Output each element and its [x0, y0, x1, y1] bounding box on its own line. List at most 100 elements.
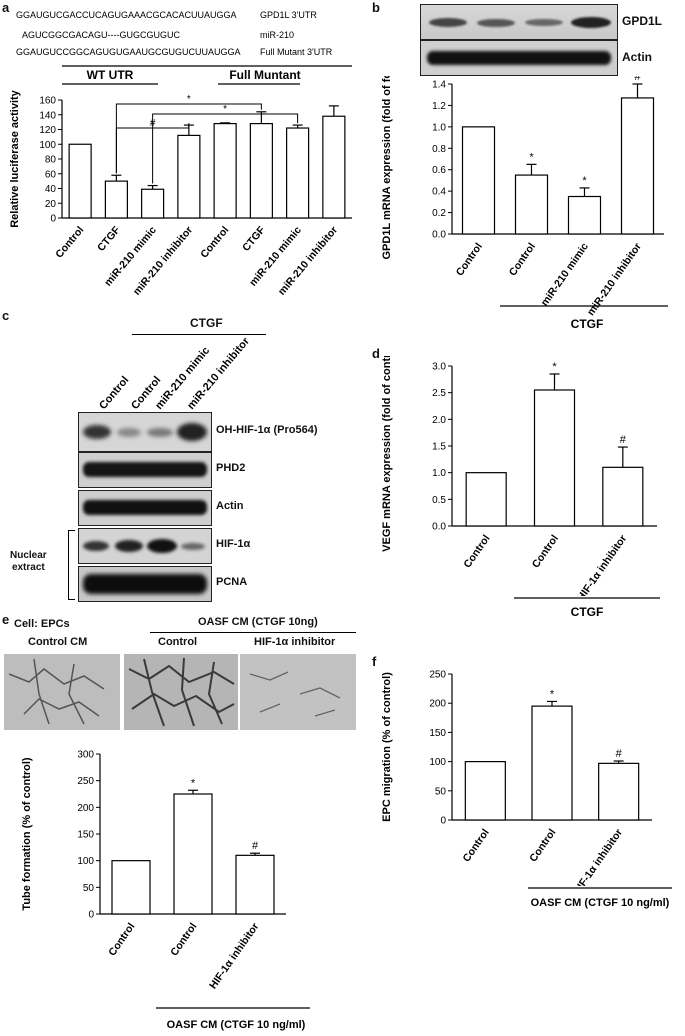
y-tick-label: 0.4 — [432, 187, 446, 198]
y-tick-label: 80 — [45, 155, 57, 166]
nuclear-label-line: extract — [11, 562, 45, 573]
y-axis-label: VEGF mRNA expression (fold of control) — [381, 356, 393, 552]
bar — [465, 472, 507, 527]
group-label-oasf-e: OASF CM (CTGF 10 ng/ml) — [167, 1019, 306, 1031]
bar — [249, 122, 273, 219]
blot-actin-c — [78, 490, 212, 526]
blot-pcna — [78, 566, 212, 602]
seq-mir210: AGUCGGCGACAGU----GUGCGUGUC — [22, 30, 180, 40]
y-tick-label: 50 — [435, 786, 447, 797]
bar — [235, 854, 275, 915]
x-tick-label: Control — [527, 827, 558, 865]
panel-f-group: OASF CM (CTGF 10 ng/ml) — [528, 887, 672, 909]
seq-gpd1l-utr-label: GPD1L 3'UTR — [260, 10, 317, 20]
x-tick-label: Control — [198, 224, 231, 260]
nuclear-label: Nuclear extract — [10, 550, 47, 574]
y-tick-label: 150 — [429, 728, 446, 739]
bar — [213, 122, 237, 219]
x-tick-label: Control — [168, 921, 199, 959]
bar — [104, 180, 128, 219]
band — [115, 540, 143, 552]
x-tick-label: Control — [507, 241, 538, 279]
band — [571, 17, 611, 28]
panel-a-groups: WT UTR Full Muntant — [62, 65, 352, 85]
y-axis-label: Relative luciferase activity — [9, 89, 21, 227]
bar — [598, 762, 640, 821]
y-axis-label: GPD1L mRNA expression (fold of fold) — [381, 76, 393, 260]
blot-label: PCNA — [216, 576, 248, 588]
bar — [111, 860, 151, 915]
x-tick-label: Control — [53, 224, 86, 260]
panel-a-sequences: GGAUGUCGACCUCAGUGAAACGCACACUUAUGGA GPD1L… — [16, 10, 333, 57]
chart-f: 0 50 100 150 200 250 EPC migration (% of contr… — [381, 670, 652, 886]
image-label: HIF-1α inhibitor — [254, 636, 336, 648]
x-tick-label: CTGF — [95, 224, 123, 254]
x-tick-label: Control — [461, 533, 492, 571]
x-tick-label: HIF-1α inhibitor — [575, 533, 629, 596]
panel-d-letter: d — [372, 346, 380, 361]
panel-c-blots: CTGF Control Control miR-210 mimic miR-2… — [0, 306, 318, 602]
oasf-header-line — [150, 632, 356, 633]
bar — [173, 793, 213, 915]
y-tick-label: 100 — [77, 856, 94, 867]
y-tick-label: 1.2 — [432, 101, 446, 112]
blot-gpd1l-label: GPD1L — [622, 14, 663, 28]
ctgf-header-line — [132, 334, 266, 335]
micrograph-hif-inhibitor — [240, 654, 356, 730]
image-label: Control — [158, 636, 198, 648]
x-tick-label: Control — [461, 827, 492, 865]
y-tick-label: 100 — [39, 140, 56, 151]
oasf-header: OASF CM (CTGF 10ng) — [198, 616, 318, 628]
blot-label: OH-HIF-1α (Pro564) — [216, 424, 318, 436]
y-tick-label: 60 — [45, 169, 57, 180]
blot-gpd1l — [420, 4, 618, 40]
lane-label: miR-210 inhibitor — [185, 336, 252, 412]
y-tick-label: 0.6 — [432, 165, 446, 176]
lane-label: Control — [97, 374, 131, 412]
y-tick-label: 1.5 — [432, 442, 446, 453]
bar — [322, 115, 346, 219]
x-tick-label: miR-210 mimic — [539, 241, 591, 309]
band — [525, 19, 563, 26]
bar — [177, 134, 201, 219]
significance-mark: * — [223, 104, 227, 115]
group-label-oasf-f: OASF CM (CTGF 10 ng/ml) — [531, 897, 670, 909]
y-tick-label: 250 — [77, 776, 94, 787]
bar — [567, 195, 602, 235]
group-label-wt: WT UTR — [87, 68, 134, 82]
band — [83, 462, 207, 477]
band — [83, 541, 109, 551]
bar — [533, 389, 576, 527]
chart-d: 0.0 0.5 1.0 1.5 2.0 2.5 3.0 VEGF mRNA expressio… — [381, 356, 657, 596]
significance-mark: * — [191, 777, 196, 789]
blot-actin — [420, 40, 618, 76]
y-tick-label: 2.0 — [432, 415, 446, 426]
x-tick-label: Control — [454, 241, 485, 279]
x-tick-label: Control — [530, 533, 561, 571]
bar — [531, 705, 573, 821]
y-tick-label: 1.0 — [432, 122, 446, 133]
band — [477, 19, 515, 27]
y-tick-label: 100 — [429, 757, 446, 768]
x-tick-label: Control — [106, 921, 137, 959]
y-tick-label: 1.4 — [432, 80, 446, 91]
chart-a: 0 20 40 60 80 100 120 140 160 Relative luciferase… — [9, 89, 352, 298]
significance-mark: * — [529, 151, 534, 163]
significance-mark: * — [552, 361, 557, 373]
y-tick-label: 0 — [50, 214, 56, 225]
panel-b-blots: GPD1L Actin — [420, 4, 670, 76]
band — [427, 51, 611, 65]
blot-label: HIF-1α — [216, 538, 251, 550]
y-tick-label: 150 — [77, 830, 94, 841]
band — [83, 425, 111, 439]
ctgf-header: CTGF — [190, 316, 223, 330]
chart-e: 0 50 100 150 200 250 300 Tube formation (% of c… — [21, 750, 286, 991]
bar — [141, 188, 165, 219]
blot-label: PHD2 — [216, 462, 246, 474]
y-tick-label: 0.2 — [432, 208, 446, 219]
bar — [68, 143, 92, 219]
panel-d-group: CTGF — [514, 597, 660, 619]
x-tick-label: HIF-1α inhibitor — [207, 921, 261, 991]
panel-f-letter: f — [372, 654, 377, 669]
significance-mark: # — [616, 748, 623, 760]
